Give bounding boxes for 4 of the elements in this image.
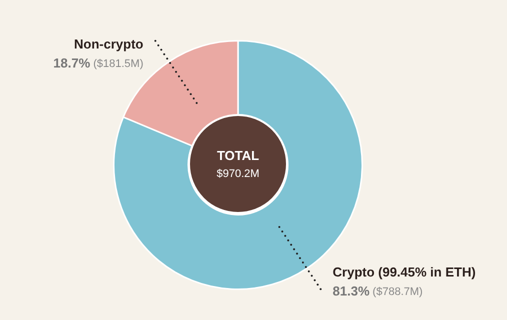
data-label: 81.3% ($788.7M) <box>332 284 423 299</box>
slice-label: Crypto (99.45% in ETH) <box>332 264 476 280</box>
data-label: 18.7% ($181.5M) <box>53 55 144 70</box>
slice-label: Non-crypto <box>74 36 144 52</box>
